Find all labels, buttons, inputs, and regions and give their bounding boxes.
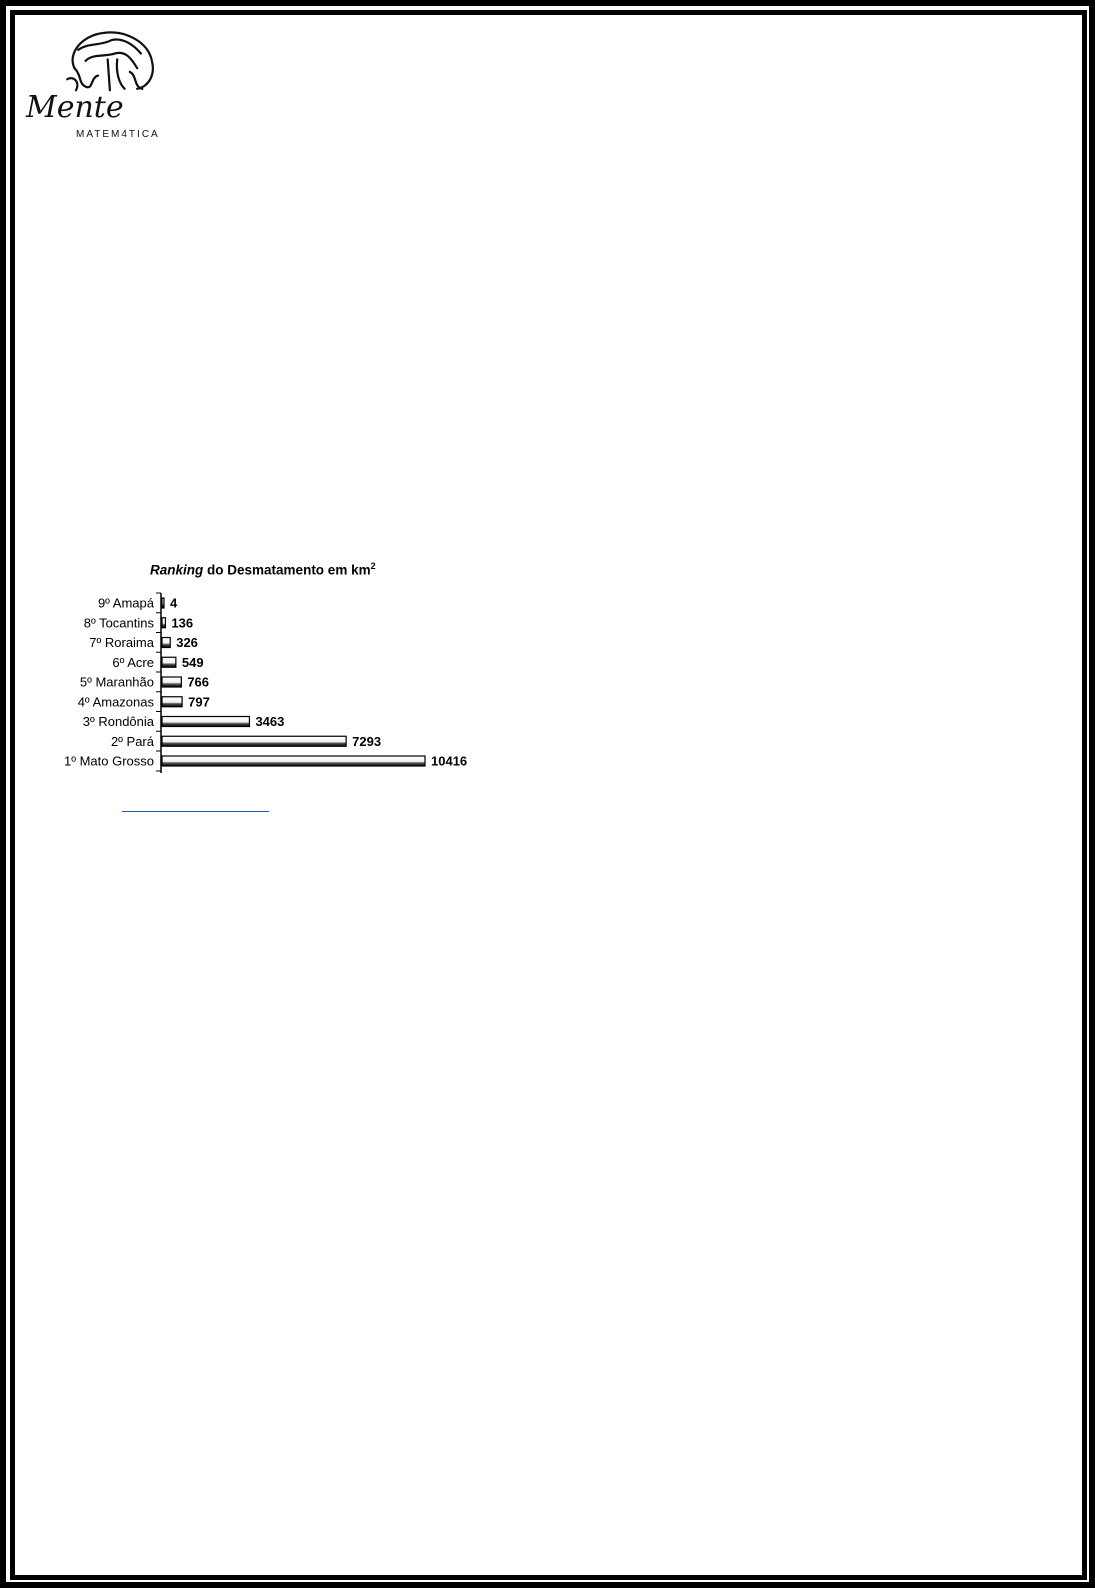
bar [161, 656, 177, 668]
bar [161, 755, 426, 767]
bar [161, 696, 183, 708]
data-label: 10416 [431, 754, 467, 769]
bar [161, 676, 182, 688]
category-label: 9º Amapá [98, 596, 155, 611]
bar [161, 617, 167, 629]
bar [161, 735, 347, 747]
category-label: 1º Mato Grosso [64, 754, 154, 769]
category-label: 7º Roraima [89, 635, 154, 650]
category-label: 8º Tocantins [84, 615, 155, 630]
data-label: 136 [171, 615, 193, 630]
category-label: 6º Acre [112, 655, 154, 670]
data-label: 326 [176, 635, 198, 650]
data-label: 797 [188, 694, 210, 709]
hyperlink[interactable] [122, 799, 269, 812]
logo-subtitle: MATEM4TICA [76, 129, 160, 140]
data-label: 7293 [352, 734, 381, 749]
category-label: 3º Rondônia [83, 714, 155, 729]
category-label: 4º Amazonas [78, 694, 155, 709]
category-label: 2º Pará [111, 734, 155, 749]
chart-title-italic: Ranking [150, 562, 204, 578]
category-label: 5º Maranhão [80, 675, 154, 690]
data-label: 3463 [255, 714, 284, 729]
chart-title-text: do Desmatamento em km [207, 562, 371, 578]
brain-logo-icon [66, 31, 154, 92]
logo-wordmark: Mente [26, 90, 124, 125]
bar-chart: 9º Amapá 4 8º Tocantins 136 7º Roraima 326 6º … [64, 592, 467, 773]
data-label: 4 [170, 596, 178, 611]
bar [161, 636, 171, 649]
chart-title-sup: 2 [370, 561, 376, 571]
chart-title: Ranking do Desmatamento em km2 [150, 561, 376, 578]
data-label: 766 [187, 675, 209, 690]
bar [161, 597, 165, 609]
bar [161, 715, 251, 728]
page-inner-border [10, 10, 1087, 1580]
data-label: 549 [182, 655, 204, 670]
